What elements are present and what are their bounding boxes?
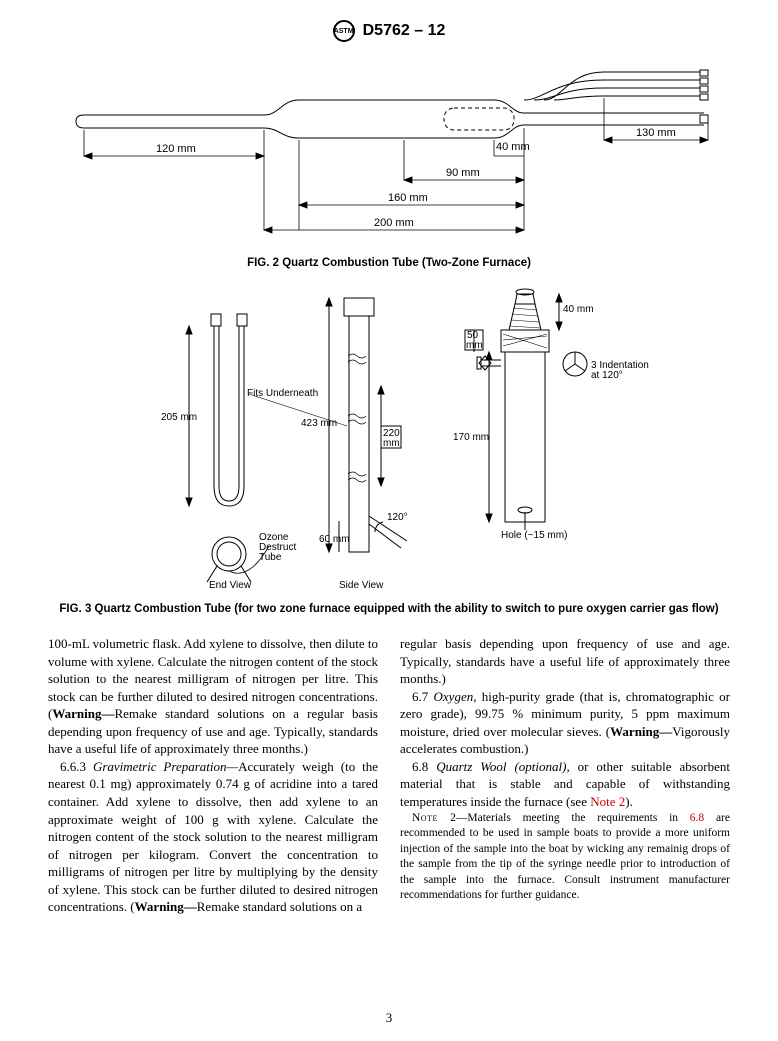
fig3-60: 60 mm xyxy=(319,534,350,545)
body-columns: 100-mL volumetric flask. Add xylene to d… xyxy=(48,635,730,916)
fig3-50b: mm xyxy=(466,340,483,351)
note-2: Note 2—Materials meeting the requirement… xyxy=(400,811,730,904)
astm-logo-icon: ASTM xyxy=(333,20,355,42)
fig3-ozone: OzoneDestructTube xyxy=(259,532,296,563)
fig3-diagram: 205 mm Fits Underneath OzoneDestructTube… xyxy=(129,286,649,596)
figure-2: 120 mm 40 mm 130 mm 90 mm 160 mm 200 mm … xyxy=(48,60,730,272)
fig3-40: 40 mm xyxy=(563,304,594,315)
fig3-205: 205 mm xyxy=(161,412,197,423)
fig2-200: 200 mm xyxy=(374,217,414,229)
fig3-endview: End View xyxy=(209,580,252,591)
page-number: 3 xyxy=(0,1009,778,1027)
designation: D5762 – 12 xyxy=(363,20,446,42)
col1-para1: 100-mL volumetric flask. Add xylene to d… xyxy=(48,635,378,758)
fig2-caption: FIG. 2 Quartz Combustion Tube (Two-Zone … xyxy=(48,256,730,272)
section-6.8: 6.8 Quartz Wool (optional), or other sui… xyxy=(400,758,730,811)
fig2-40: 40 mm xyxy=(496,141,530,153)
fig2-90: 90 mm xyxy=(446,167,480,179)
fig3-170: 170 mm xyxy=(453,432,489,443)
fig3-fits: Fits Underneath xyxy=(247,388,318,399)
col2-continue: regular basis depending upon frequency o… xyxy=(400,635,730,688)
fig3-220b: mm xyxy=(383,438,400,449)
page-header: ASTM D5762 – 12 xyxy=(48,20,730,42)
figure-3: 205 mm Fits Underneath OzoneDestructTube… xyxy=(48,286,730,618)
fig2-160: 160 mm xyxy=(388,192,428,204)
fig3-hole: Hole (~15 mm) xyxy=(501,530,567,541)
section-6.6.3: 6.6.3 Gravimetric Preparation—Accurately… xyxy=(48,758,378,916)
fig3-caption: FIG. 3 Quartz Combustion Tube (for two z… xyxy=(48,602,730,618)
section-6.7: 6.7 Oxygen, high-purity grade (that is, … xyxy=(400,688,730,758)
fig3-423: 423 mm xyxy=(301,418,337,429)
fig3-sideview: Side View xyxy=(339,580,384,591)
fig3-indent: 3 Indentationsat 120° xyxy=(591,360,649,381)
fig2-130: 130 mm xyxy=(636,127,676,139)
fig3-120deg: 120° xyxy=(387,512,408,523)
note2-link[interactable]: Note 2 xyxy=(590,794,625,809)
fig2-120: 120 mm xyxy=(156,143,196,155)
fig2-diagram: 120 mm 40 mm 130 mm 90 mm 160 mm 200 mm xyxy=(64,60,714,250)
ref-6.8[interactable]: 6.8 xyxy=(690,812,704,824)
